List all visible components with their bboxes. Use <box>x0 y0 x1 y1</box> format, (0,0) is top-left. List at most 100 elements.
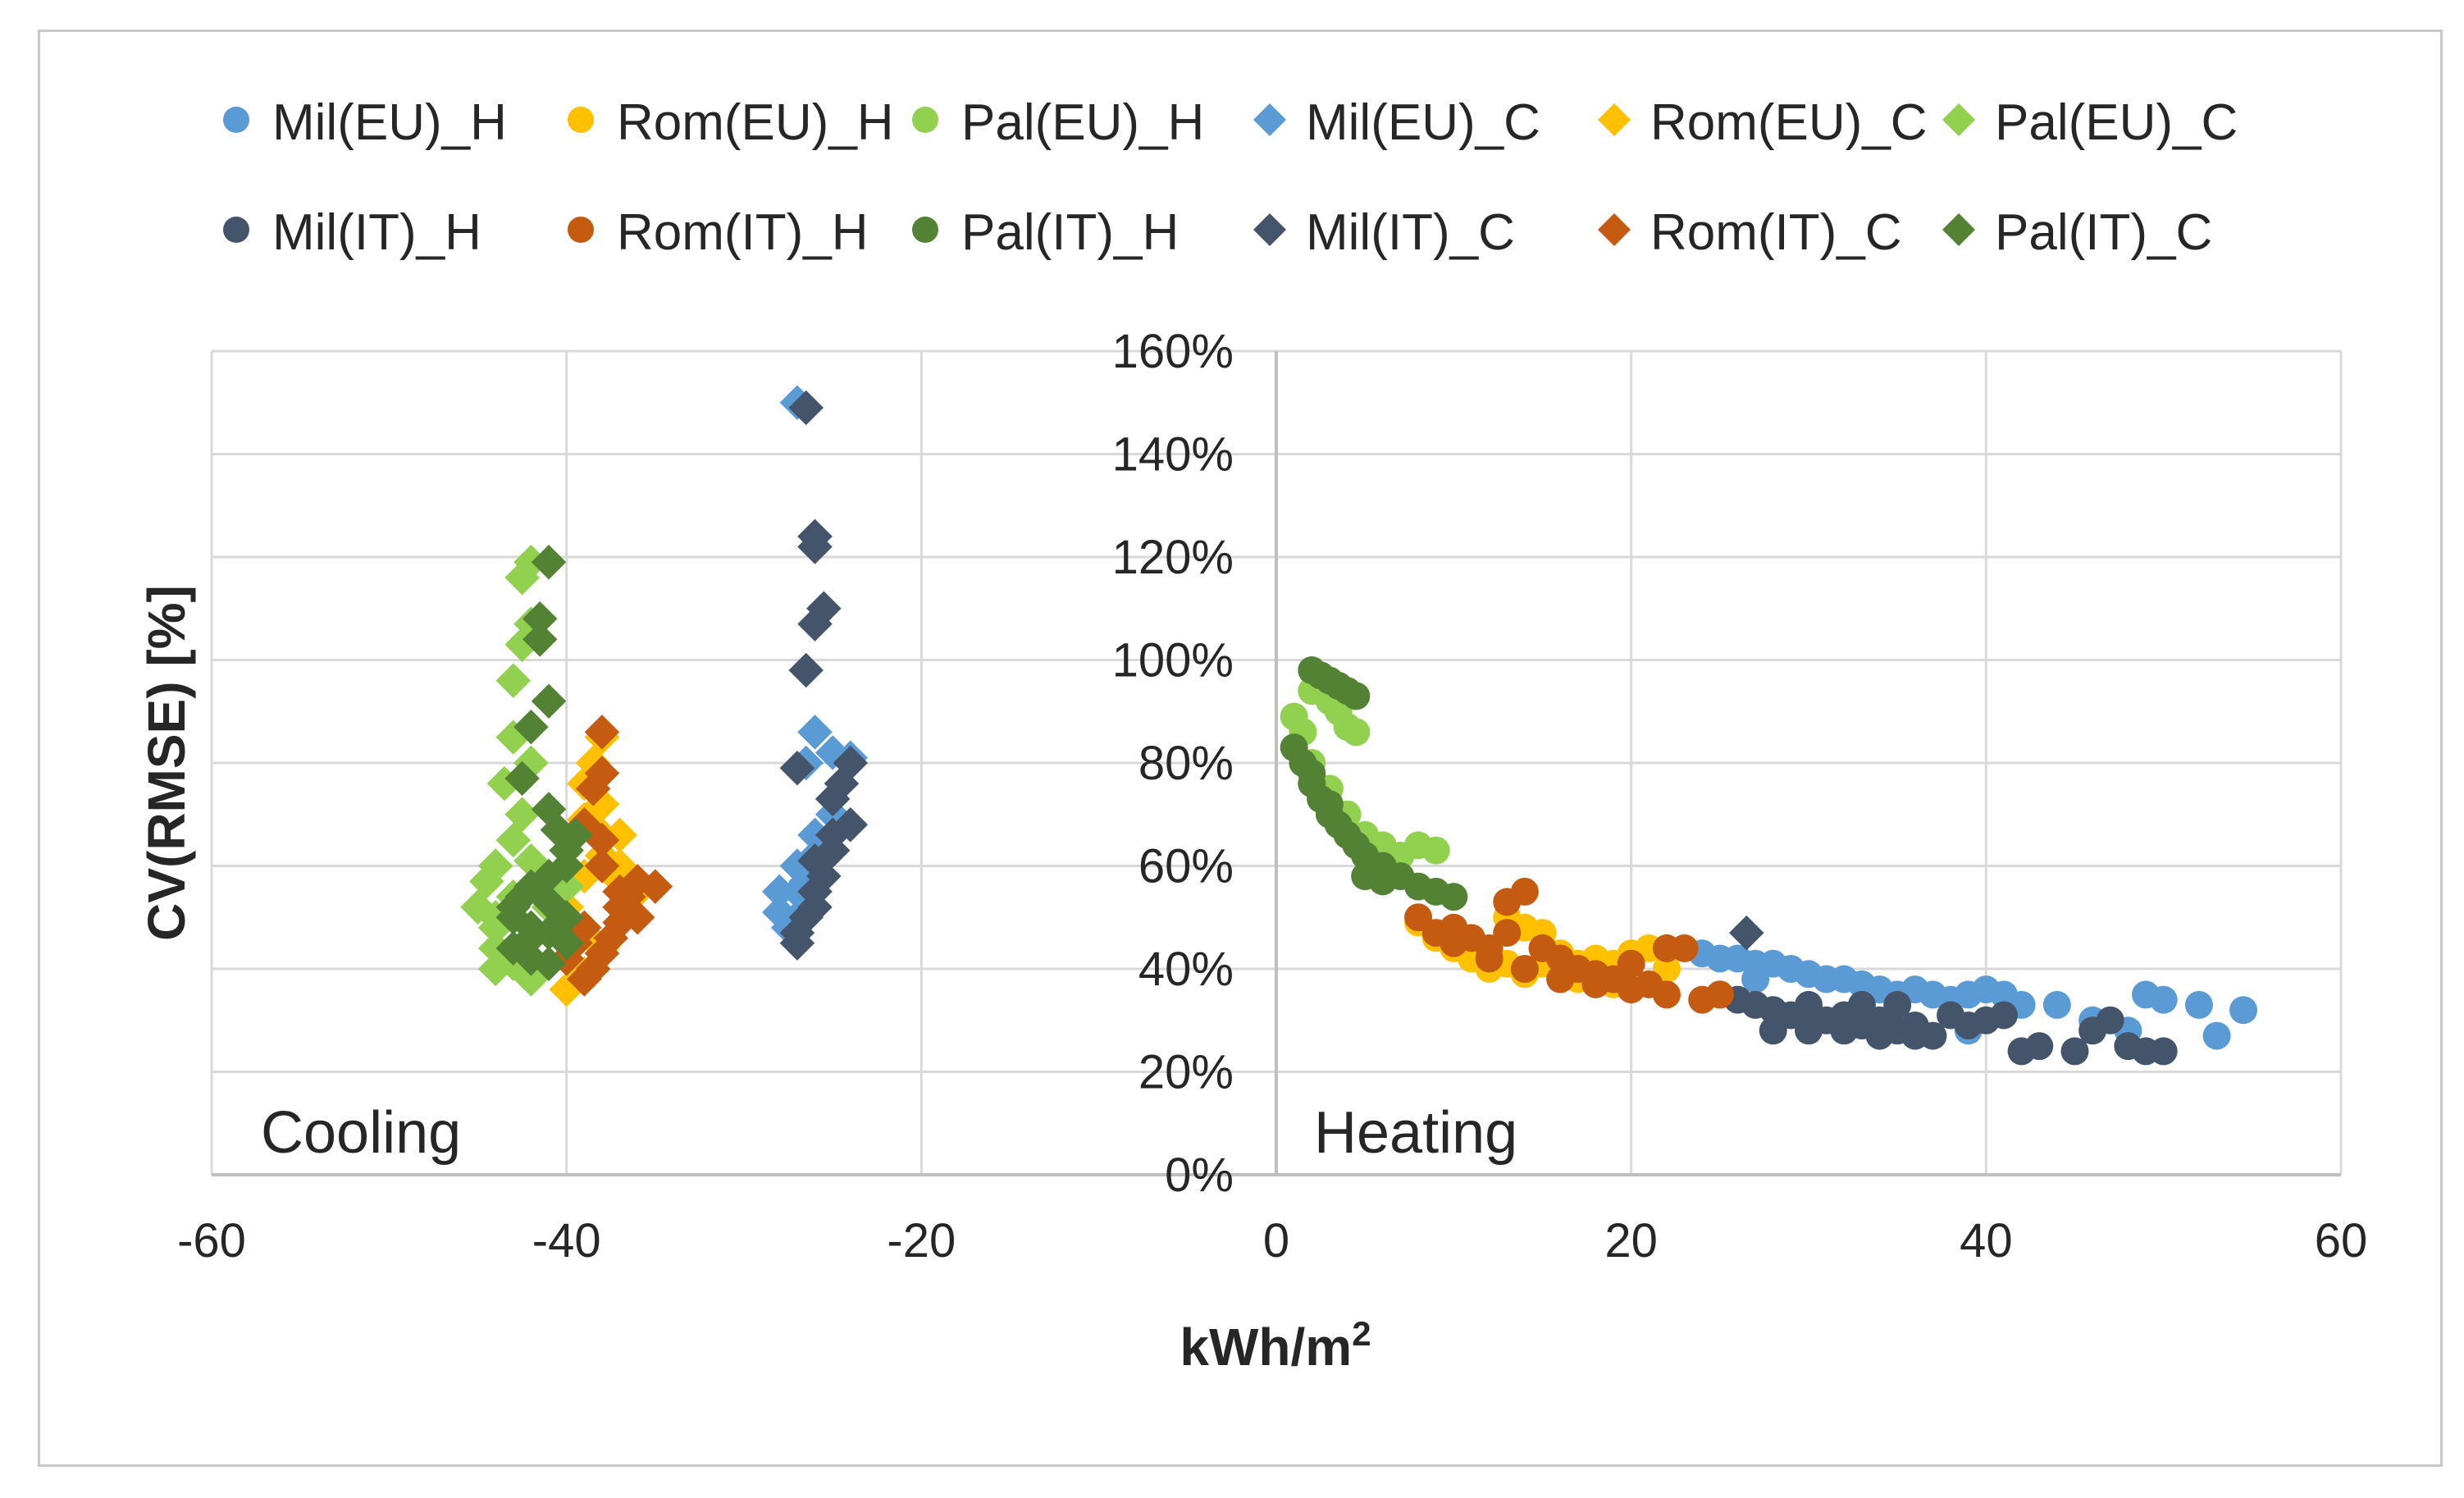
legend-item: Rom(IT)_H <box>568 204 869 261</box>
data-point <box>797 606 833 642</box>
legend-item: Rom(EU)_C <box>1598 94 1928 151</box>
legend-marker <box>912 107 938 133</box>
x-axis-title-main: kWh/m <box>1180 1318 1352 1377</box>
legend-marker <box>1598 103 1631 136</box>
legend-marker <box>912 217 938 243</box>
data-point <box>1729 915 1764 951</box>
data-point <box>1883 990 1912 1019</box>
data-point <box>1440 929 1468 957</box>
legend-marker <box>223 217 249 243</box>
data-point <box>477 951 513 987</box>
data-point <box>1510 955 1539 983</box>
series-Mil(IT)_C <box>779 390 1764 961</box>
legend-marker <box>1253 103 1286 136</box>
legend-marker <box>1942 213 1975 246</box>
data-point <box>797 715 833 750</box>
legend: Mil(EU)_H Rom(EU)_H Pal(EU)_H Mil(EU)_C Rom(… <box>223 94 2238 261</box>
x-tick-label: -20 <box>887 1214 956 1267</box>
data-point <box>1368 867 1397 896</box>
legend-item: Mil(EU)_C <box>1253 94 1540 151</box>
data-point <box>762 874 797 910</box>
legend-item: Rom(EU)_H <box>568 94 894 151</box>
data-point <box>797 529 833 564</box>
data-point <box>1670 934 1699 962</box>
data-point <box>1652 980 1681 1009</box>
series-Mil(IT)_H <box>1705 980 2178 1066</box>
legend-item: Pal(IT)_H <box>912 204 1179 261</box>
data-point <box>1440 883 1468 911</box>
data-point <box>637 869 673 904</box>
legend-item: Pal(EU)_H <box>912 94 1204 151</box>
data-point <box>2202 1021 2231 1050</box>
data-point <box>567 807 602 843</box>
x-axis-title-sup: 2 <box>1352 1314 1371 1353</box>
data-point <box>1298 759 1326 788</box>
legend-item: Mil(IT)_C <box>1253 204 1515 261</box>
x-tick-label: -60 <box>177 1214 246 1267</box>
data-point <box>558 817 593 853</box>
data-point <box>602 874 637 910</box>
cooling-annotation: Cooling <box>261 1100 461 1166</box>
data-point <box>2096 1006 2124 1034</box>
data-point <box>1741 965 1770 993</box>
data-point <box>495 822 532 858</box>
data-point <box>1865 1021 1894 1050</box>
data-point <box>2229 996 2258 1025</box>
tick-labels: 0% 20% 40% 60% 80% 100% 120% 140% 160% -60 -40 -20 0… <box>177 325 2367 1267</box>
x-tick-label: 20 <box>1604 1214 1658 1267</box>
series-Pal(IT)_C <box>495 545 593 981</box>
data-point <box>584 822 620 858</box>
data-point <box>1830 1016 1859 1045</box>
data-point <box>1705 980 1734 1009</box>
x-tick-label: 60 <box>2315 1214 2368 1267</box>
x-tick-label: -40 <box>532 1214 601 1267</box>
data-point <box>1617 949 1645 978</box>
y-tick-label: 140% <box>1112 428 1234 482</box>
y-tick-label: 40% <box>1138 943 1234 996</box>
x-axis-title: kWh/m2 <box>1180 1314 1371 1377</box>
data-point <box>814 817 851 853</box>
legend-marker <box>1253 213 1286 246</box>
data-point <box>1510 877 1539 906</box>
legend-label: Pal(IT)_H <box>961 204 1179 261</box>
legend-label: Rom(IT)_C <box>1650 204 1902 261</box>
data-point <box>2042 990 2071 1019</box>
data-point <box>531 545 567 580</box>
data-point <box>522 622 558 657</box>
legend-marker <box>568 217 594 243</box>
data-point <box>531 946 567 981</box>
y-tick-label: 20% <box>1138 1046 1234 1099</box>
data-point <box>575 771 611 806</box>
y-tick-label: 0% <box>1165 1149 1234 1202</box>
data-point <box>1900 1021 1929 1050</box>
legend-label: Pal(EU)_C <box>1995 94 2238 151</box>
x-tick-label: 0 <box>1263 1214 1289 1267</box>
data-point <box>1581 960 1610 989</box>
legend-item: Mil(IT)_H <box>223 204 481 261</box>
legend-marker <box>568 107 594 133</box>
legend-label: Mil(IT)_C <box>1306 204 1515 261</box>
series-Pal(IT)_H <box>1280 656 1468 911</box>
data-point <box>1315 790 1344 819</box>
y-tick-label: 100% <box>1112 634 1234 687</box>
data-point <box>504 760 540 797</box>
data-point <box>584 715 620 750</box>
x-tick-label: 40 <box>1960 1214 2013 1267</box>
data-point <box>567 961 602 997</box>
data-point <box>495 663 532 698</box>
data-point <box>788 652 824 688</box>
data-point <box>779 751 815 786</box>
data-point <box>2025 1032 2054 1061</box>
data-point <box>2060 1037 2089 1066</box>
data-point <box>1847 990 1876 1019</box>
data-point <box>2149 985 2178 1014</box>
data-point <box>2184 990 2213 1019</box>
data-point <box>1989 1001 2018 1030</box>
legend-marker <box>1942 103 1975 136</box>
data-point <box>1342 718 1371 747</box>
y-tick-label: 160% <box>1112 325 1234 378</box>
legend-label: Rom(IT)_H <box>617 204 869 261</box>
legend-label: Pal(EU)_H <box>961 94 1204 151</box>
data-point <box>1795 1016 1823 1045</box>
